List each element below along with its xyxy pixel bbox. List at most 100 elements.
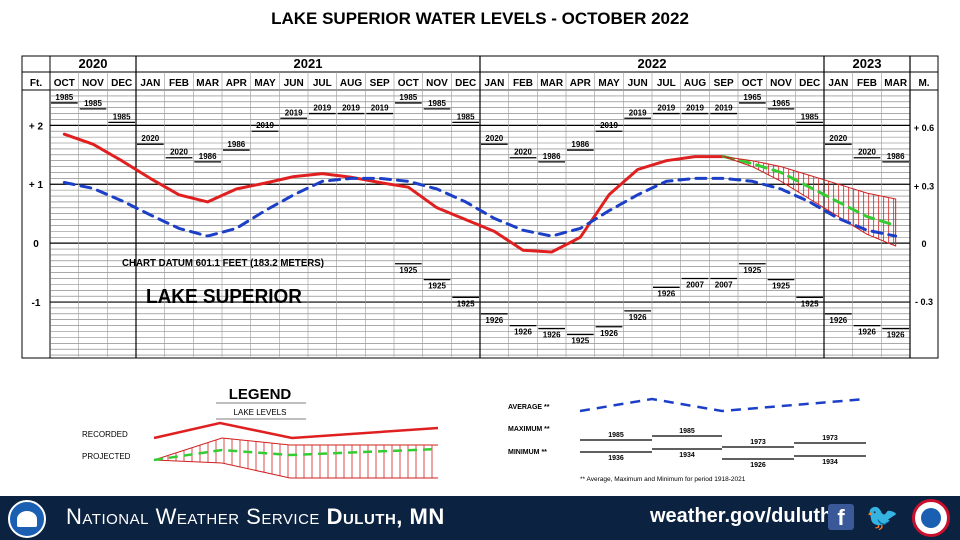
month-label: DEC [455, 78, 476, 89]
min-record-year: 1925 [772, 282, 790, 291]
min-record-year: 1926 [485, 316, 503, 325]
facebook-icon[interactable]: f [828, 504, 854, 530]
website-link[interactable]: weather.gov/duluth [650, 505, 833, 527]
water-level-chart: 2020 2021 2022 2023 OCT NOV DEC JAN FEB MAR APR MAY… [21, 55, 939, 359]
min-record-year: 2007 [686, 280, 704, 289]
month-label: JAN [484, 78, 504, 89]
month-label: NOV [82, 78, 104, 89]
legend-max-year: 1973 [750, 439, 766, 446]
max-record-year: 2019 [686, 104, 704, 113]
max-record-year: 1985 [457, 112, 475, 121]
month-label: JUL [313, 78, 332, 89]
month-label: OCT [742, 78, 763, 89]
month-label: MAR [540, 78, 564, 89]
office-name: National Weather Service Duluth, MN [66, 504, 445, 530]
min-record-year: 1926 [629, 313, 647, 322]
month-label: NOV [770, 78, 792, 89]
legend-minimum-label: MINIMUM ** [508, 449, 547, 456]
max-record-year: 2020 [170, 148, 188, 157]
twitter-icon[interactable]: 🐦 [866, 502, 899, 532]
min-record-year: 2007 [715, 280, 733, 289]
right-unit-label: M. [918, 78, 929, 89]
month-label: SEP [370, 78, 390, 89]
month-label: MAR [196, 78, 220, 89]
max-record-year: 1965 [772, 99, 790, 108]
month-label: MAR [884, 78, 908, 89]
month-label: JAN [140, 78, 160, 89]
right-tick-label: - 0.3 [915, 297, 933, 307]
min-record-year: 1925 [457, 299, 475, 308]
min-record-year: 1926 [657, 289, 675, 298]
footer-bar: National Weather Service Duluth, MN weat… [0, 496, 960, 540]
max-record-year: 1985 [428, 99, 446, 108]
max-record-year: 2019 [629, 108, 647, 117]
legend-average-label: AVERAGE ** [508, 404, 550, 411]
left-tick-label: -1 [32, 298, 41, 309]
min-record-year: 1925 [743, 266, 761, 275]
month-label: MAY [598, 78, 620, 89]
max-record-year: 2019 [256, 121, 274, 130]
max-record-year: 1985 [113, 112, 131, 121]
legend-recorded-line [153, 421, 439, 440]
legend-max-year: 1985 [679, 428, 695, 435]
legend-footnote: ** Average, Maximum and Minimum for peri… [580, 476, 746, 483]
min-record-year: 1925 [571, 336, 589, 345]
max-record-year: 1985 [801, 112, 819, 121]
legend-min-year: 1926 [750, 462, 766, 469]
office-prefix: National Weather Service [66, 504, 320, 529]
left-unit-label: Ft. [30, 78, 42, 89]
legend-projected-upper [153, 437, 438, 461]
left-tick-label: 0 [33, 239, 39, 250]
right-tick-label: + 0.6 [914, 123, 934, 133]
month-label: JAN [828, 78, 848, 89]
min-record-year: 1926 [829, 316, 847, 325]
min-record-year: 1925 [801, 299, 819, 308]
month-label: JUN [284, 78, 304, 89]
month-label: FEB [513, 78, 533, 89]
projection-band [728, 157, 897, 247]
month-label: APR [226, 78, 248, 89]
month-label: FEB [857, 78, 877, 89]
max-record-year: 2019 [313, 104, 331, 113]
min-record-year: 1926 [600, 329, 618, 338]
month-label: APR [570, 78, 592, 89]
month-label: MAY [254, 78, 276, 89]
month-label: OCT [398, 78, 419, 89]
page-title: LAKE SUPERIOR WATER LEVELS - OCTOBER 202… [271, 9, 689, 28]
series-projected-min [723, 156, 897, 247]
min-record-year: 1926 [887, 331, 905, 340]
max-record-year: 1985 [84, 99, 102, 108]
legend-average-line [579, 397, 867, 413]
legend-subtitle: LAKE LEVELS [234, 408, 287, 417]
office-location: Duluth, MN [326, 504, 445, 529]
month-label: FEB [169, 78, 189, 89]
legend-min-year: 1936 [608, 455, 624, 462]
year-label: 2020 [79, 56, 108, 71]
min-record-year: 1925 [399, 266, 417, 275]
datum-label: CHART DATUM 601.1 FEET (183.2 METERS) [122, 258, 324, 269]
max-record-year: 2019 [342, 104, 360, 113]
max-record-year: 1986 [543, 152, 561, 161]
month-label: OCT [54, 78, 75, 89]
max-record-year: 1986 [199, 152, 217, 161]
max-record-year: 2020 [141, 134, 159, 143]
min-record-year: 1926 [543, 331, 561, 340]
legend-recorded-label: RECORDED [82, 430, 128, 439]
series-projected-max [723, 156, 897, 200]
noaa-logo-icon[interactable] [8, 500, 46, 538]
year-label: 2021 [294, 56, 323, 71]
month-label: SEP [714, 78, 734, 89]
legend-max-year: 1973 [822, 435, 838, 442]
max-record-year: 2019 [371, 104, 389, 113]
max-record-year: 1986 [571, 140, 589, 149]
max-record-year: 1986 [227, 140, 245, 149]
series-recorded [62, 132, 726, 254]
nws-seal-icon[interactable] [912, 499, 950, 537]
month-label: JUN [628, 78, 648, 89]
max-record-year: 1985 [55, 93, 73, 102]
right-tick-label: + 0.3 [914, 181, 934, 191]
max-record-year: 1986 [887, 152, 905, 161]
max-record-year: 2019 [657, 104, 675, 113]
max-record-year: 1985 [399, 93, 417, 102]
month-label: AUG [340, 78, 362, 89]
